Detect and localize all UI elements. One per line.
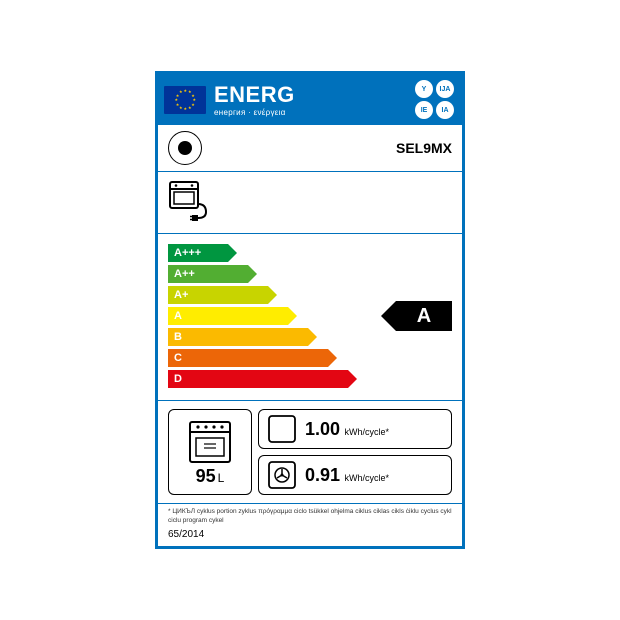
class-arrow: A+ xyxy=(168,286,268,304)
conventional-unit: kWh/cycle* xyxy=(345,427,390,437)
class-arrow: A xyxy=(168,307,288,325)
lang-badge: Y xyxy=(415,80,433,98)
oven-plug-icon xyxy=(168,180,208,224)
conventional-consumption-box: 1.00 kWh/cycle* xyxy=(258,409,452,449)
lang-badge: IJA xyxy=(436,80,454,98)
regulation-number: 65/2014 xyxy=(158,527,462,546)
capacity-value-line: 95L xyxy=(196,466,225,487)
conventional-value-line: 1.00 kWh/cycle* xyxy=(305,419,389,440)
conventional-heat-icon xyxy=(267,414,297,444)
lang-badge: IE xyxy=(415,101,433,119)
model-row: SEL9MX xyxy=(158,125,462,172)
energy-subtitle: енергия · ενέργεια xyxy=(214,108,415,117)
energy-title-block: ENERG енергия · ενέργεια xyxy=(214,82,415,117)
fan-unit: kWh/cycle* xyxy=(345,473,390,483)
header: ★★★★★★★★★★★★ ENERG енергия · ενέργεια YI… xyxy=(158,74,462,125)
fan-value-line: 0.91 kWh/cycle* xyxy=(305,465,389,486)
conventional-value: 1.00 xyxy=(305,419,340,439)
class-arrow: B xyxy=(168,328,308,346)
eu-flag-icon: ★★★★★★★★★★★★ xyxy=(164,86,206,114)
class-arrow: C xyxy=(168,349,328,367)
oven-capacity-icon xyxy=(186,418,234,466)
fan-consumption-box: 0.91 kWh/cycle* xyxy=(258,455,452,495)
energy-title: ENERG xyxy=(214,82,415,108)
rating-arrow: A xyxy=(396,301,452,331)
consumption-stack: 1.00 kWh/cycle* 0.91 kWh/cycle* xyxy=(258,409,452,495)
language-badges: YIJAIEIA xyxy=(415,80,454,119)
brand-seal-icon xyxy=(168,131,202,165)
class-arrow: D xyxy=(168,370,348,388)
capacity-value: 95 xyxy=(196,466,216,486)
model-id: SEL9MX xyxy=(396,140,452,156)
capacity-box: 95L xyxy=(168,409,252,495)
footnote: * ЦИКЪЛ cyklus portion zyklus πρόγραμμα … xyxy=(158,504,462,527)
fan-heat-icon xyxy=(267,460,297,490)
spec-row: 95L 1.00 kWh/cycle* xyxy=(158,401,462,504)
lang-badge: IA xyxy=(436,101,454,119)
capacity-unit: L xyxy=(218,471,225,485)
rating-class-letter: A xyxy=(417,305,431,328)
energy-class-area: A+++A++A+ABCD A xyxy=(158,234,462,401)
energy-label: ★★★★★★★★★★★★ ENERG енергия · ενέργεια YI… xyxy=(155,71,465,549)
fan-value: 0.91 xyxy=(305,465,340,485)
class-arrow: A++ xyxy=(168,265,248,283)
product-icon-row xyxy=(158,172,462,234)
class-arrow: A+++ xyxy=(168,244,228,262)
